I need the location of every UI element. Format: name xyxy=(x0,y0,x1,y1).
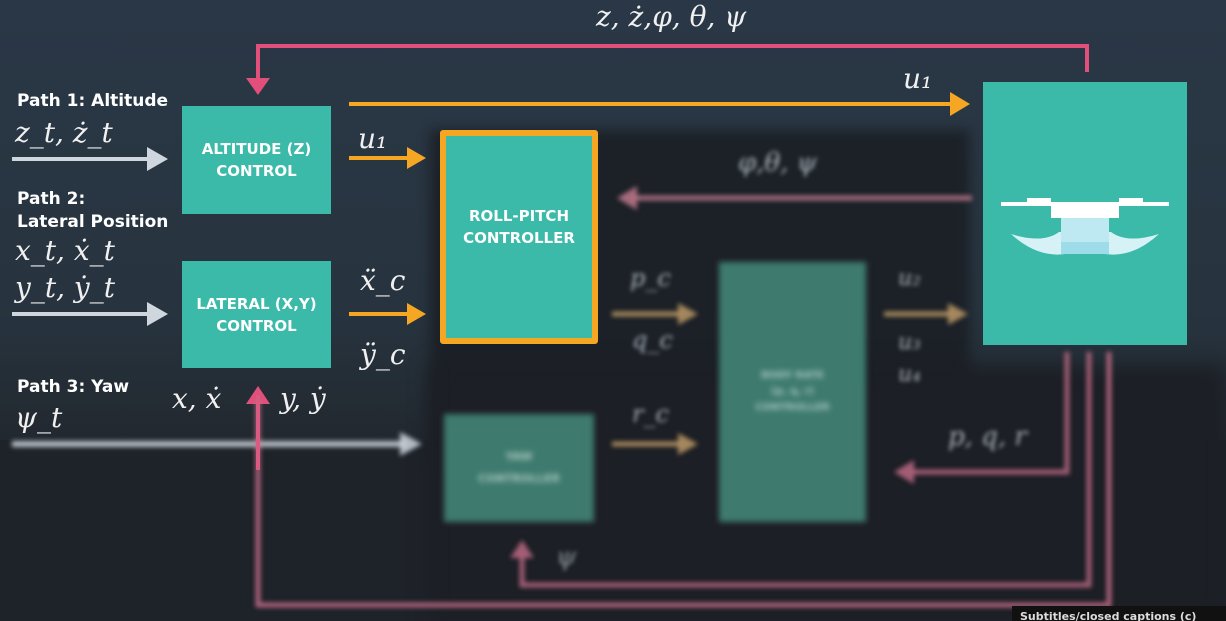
body-rate-controller-block: BODY RATE (p, q, r) CONTROLLER xyxy=(719,262,866,522)
drone-icon xyxy=(1001,198,1169,255)
path3-math: ψ_t xyxy=(15,401,63,434)
body-rate-line3: CONTROLLER xyxy=(755,402,830,413)
signal-u2: u₂ xyxy=(898,266,921,291)
signal-psi-feedback: ψ xyxy=(556,542,577,572)
altitude-line2: CONTROL xyxy=(216,162,297,180)
altitude-line1: ALTITUDE (Z) xyxy=(201,140,312,158)
signal-u4: u₄ xyxy=(898,362,921,387)
signal-pc: p_c xyxy=(630,264,671,292)
path3-title: Path 3: Yaw xyxy=(17,377,130,397)
path1-title: Path 1: Altitude xyxy=(17,91,169,111)
feedback-state-label: z, ż,φ, θ, ψ xyxy=(596,0,747,33)
signal-u1-top: u₁ xyxy=(903,62,933,95)
arrow-path2-input xyxy=(12,302,168,326)
arrow-u1-to-roll-pitch xyxy=(349,147,426,169)
path1-math: z_t, ż_t xyxy=(15,116,113,149)
signal-rc: r_c xyxy=(632,400,669,428)
signal-u3: u₃ xyxy=(898,330,921,355)
roll-pitch-controller-block: ROLL-PITCH CONTROL­LER xyxy=(440,130,598,344)
body-rate-line2: (p, q, r) xyxy=(771,386,814,397)
path2-title-line1: Path 2: xyxy=(17,189,86,209)
signal-pqr-feedback: p, q, r xyxy=(948,422,1027,452)
signal-u1-mid: u₁ xyxy=(358,122,388,155)
altitude-control-block: ALTITUDE (Z) CONTROL xyxy=(182,106,331,214)
signal-yc-ddot: ÿ_c xyxy=(360,338,406,371)
path2-math-x: x_t, ẋ_t xyxy=(15,234,115,267)
drone-block xyxy=(983,82,1187,345)
arrow-accel-to-roll-pitch xyxy=(349,303,426,325)
signal-x-feedback: x, ẋ xyxy=(172,382,222,415)
captions-button[interactable]: Subtitles/closed captions (c) xyxy=(1012,606,1226,621)
lateral-line1: LATERAL (X,Y) xyxy=(196,294,317,313)
roll-pitch-line2: CONTROL­LER xyxy=(463,229,575,247)
path2-math-y: y_t, ẏ_t xyxy=(15,271,115,304)
arrow-path1-input xyxy=(12,147,168,171)
yaw-line2: CONTROLLER xyxy=(478,472,560,485)
signal-angles-feedback: φ,θ, ψ xyxy=(738,148,818,178)
signal-qc: q_c xyxy=(632,326,673,354)
path2-title-line2: Lateral Position xyxy=(17,212,169,232)
roll-pitch-line1: ROLL-PITCH xyxy=(468,207,569,225)
arrow-u1-to-drone xyxy=(349,92,970,116)
feedback-arrow-state xyxy=(246,44,1089,95)
yaw-line1: YAW xyxy=(505,450,533,463)
signal-xc-ddot: ẍ_c xyxy=(360,264,406,297)
signal-y-feedback: y, ẏ xyxy=(280,382,326,415)
body-rate-line1: BODY RATE xyxy=(761,370,824,381)
yaw-controller-block: YAW CONTROLLER xyxy=(444,414,594,522)
lateral-control-block: LATERAL (X,Y) CONTROL xyxy=(182,261,331,368)
lateral-line2: CONTROL xyxy=(216,316,297,335)
blurred-connections xyxy=(12,186,1112,608)
